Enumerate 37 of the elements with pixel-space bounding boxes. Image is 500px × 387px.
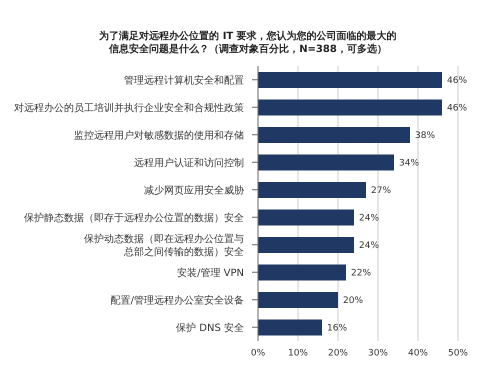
bar (258, 127, 410, 143)
bar (258, 237, 354, 253)
data-label: 34% (399, 158, 420, 169)
data-label: 16% (327, 324, 348, 334)
y-tick-label: 保护 DNS 安全 (176, 322, 244, 334)
x-tick-label: 0% (250, 348, 266, 358)
data-label: 24% (359, 241, 380, 252)
y-tick-label: 安装/管理 VPN (177, 266, 244, 279)
data-label: 38% (415, 131, 436, 142)
bar (258, 320, 322, 336)
bar (258, 182, 366, 198)
data-label: 27% (371, 186, 392, 196)
x-tick-label: 40% (408, 348, 428, 358)
y-tick-label: 远程用户认证和访问控制 (134, 156, 244, 169)
bar (258, 264, 346, 280)
x-tick-label: 20% (328, 348, 348, 358)
y-tick-label: 保护静态数据（即存于远程办公位置的数据）安全 (24, 212, 244, 224)
y-tick-label: 监控远程用户对敏感数据的使用和存储 (74, 129, 244, 142)
y-tick-label: 配置/管理远程办公室安全设备 (110, 294, 244, 306)
data-label: 24% (359, 214, 380, 224)
data-label: 46% (447, 104, 468, 114)
bar (258, 72, 442, 88)
y-tick-label: 对远程办公的员工培训并执行企业安全和合规性政策 (14, 102, 244, 114)
bar (258, 100, 442, 116)
data-label: 20% (343, 296, 364, 306)
y-tick-label: 减少网页应用安全威胁 (144, 184, 244, 196)
y-tick-label: 保护动态数据（即在远程办公位置与总部之间传输的数据）安全 (84, 232, 244, 258)
chart-title: 为了满足对远程办公位置的 IT 要求，您认为您的公司面临的最大的信息安全问题是什么？（调查对象百分比，N=388，可多选） (98, 30, 398, 57)
data-label: 46% (447, 76, 468, 86)
data-label: 22% (351, 268, 372, 279)
x-tick-label: 30% (368, 348, 388, 358)
bar (258, 154, 394, 170)
bar (258, 292, 338, 308)
y-tick-label: 管理远程计算机安全和配置 (124, 74, 244, 86)
x-tick-label: 50% (448, 348, 468, 358)
bar (258, 210, 354, 226)
x-tick-label: 10% (288, 348, 308, 358)
